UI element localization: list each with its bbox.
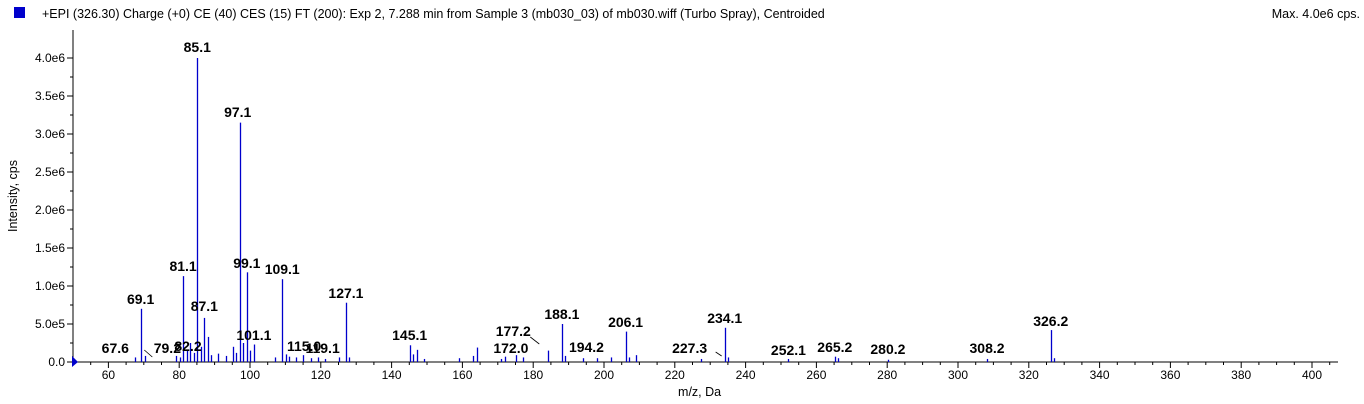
x-tick-label: 360 <box>1160 368 1180 382</box>
peak-label: 227.3 <box>672 340 707 356</box>
peak-label: 67.6 <box>102 340 129 356</box>
peak-label: 280.2 <box>870 341 905 357</box>
peak-label: 265.2 <box>817 339 852 355</box>
chart-header: +EPI (326.30) Charge (+0) CE (40) CES (1… <box>0 0 1364 28</box>
peak-label: 82.2 <box>174 338 201 354</box>
y-axis-title: Intensity, cps <box>6 160 20 232</box>
annotation-leaders <box>144 336 722 358</box>
spectrum-peaks <box>134 58 1056 362</box>
y-tick-label: 2.0e6 <box>35 203 65 217</box>
spectrum-title: +EPI (326.30) Charge (+0) CE (40) CES (1… <box>42 7 825 21</box>
x-tick-label: 100 <box>240 368 260 382</box>
peak-label: 177.2 <box>496 323 531 339</box>
peak-label: 97.1 <box>224 104 251 120</box>
x-axis-title: m/z, Da <box>678 385 721 399</box>
annotation-leader-line <box>530 336 540 345</box>
x-tick-label: 380 <box>1231 368 1251 382</box>
y-tick-label: 3.0e6 <box>35 127 65 141</box>
y-tick-label: 5.0e5 <box>35 317 65 331</box>
peak-label: 109.1 <box>265 261 300 277</box>
series-color-swatch[interactable] <box>14 7 25 18</box>
peak-label: 206.1 <box>608 314 643 330</box>
y-tick-label: 1.5e6 <box>35 241 65 255</box>
x-tick-label: 180 <box>523 368 543 382</box>
cursor-marker-icon <box>72 356 78 367</box>
x-tick-label: 280 <box>877 368 897 382</box>
peak-label: 99.1 <box>233 255 260 271</box>
peak-label: 234.1 <box>707 310 742 326</box>
x-tick-label: 60 <box>102 368 116 382</box>
y-tick-label: 4.0e6 <box>35 51 65 65</box>
y-tick-label: 1.0e6 <box>35 279 65 293</box>
peak-label: 194.2 <box>569 339 604 355</box>
peak-label: 85.1 <box>184 39 211 55</box>
max-intensity-label: Max. 4.0e6 cps. <box>1271 7 1360 21</box>
y-tick-label: 3.5e6 <box>35 89 65 103</box>
x-tick-label: 160 <box>452 368 472 382</box>
cursor-marker <box>72 356 78 367</box>
peak-label: 69.1 <box>127 291 154 307</box>
peak-label: 87.1 <box>191 298 218 314</box>
x-tick-label: 340 <box>1090 368 1110 382</box>
peak-label: 172.0 <box>493 340 528 356</box>
x-tick-label: 300 <box>948 368 968 382</box>
x-tick-label: 400 <box>1302 368 1322 382</box>
peak-label: 79.2 <box>154 340 181 356</box>
peak-label: 188.1 <box>544 306 579 322</box>
peak-label: 308.2 <box>970 340 1005 356</box>
x-tick-label: 220 <box>665 368 685 382</box>
y-tick-label: 0.0 <box>48 355 65 369</box>
x-tick-label: 80 <box>173 368 187 382</box>
annotation-leader-line <box>715 351 722 357</box>
peak-label: 101.1 <box>236 327 271 343</box>
x-tick-label: 200 <box>594 368 614 382</box>
y-tick-label: 2.5e6 <box>35 165 65 179</box>
peak-label: 145.1 <box>392 327 427 343</box>
axes: 60 80 100 120 140 160 180 200 220 240 260 280 300 320… <box>6 30 1338 399</box>
peak-label: 81.1 <box>169 258 196 274</box>
peak-label: 252.1 <box>771 342 806 358</box>
x-tick-label: 260 <box>806 368 826 382</box>
peak-label: 119.1 <box>305 340 339 356</box>
x-tick-label: 140 <box>382 368 402 382</box>
x-tick-label: 240 <box>736 368 756 382</box>
peak-label: 326.2 <box>1033 313 1068 329</box>
peak-label: 115.0 <box>287 338 321 354</box>
peak-label: 127.1 <box>328 285 363 301</box>
x-tick-label: 120 <box>311 368 331 382</box>
x-tick-label: 320 <box>1019 368 1039 382</box>
annotation-leader-line <box>144 349 153 358</box>
peak-labels: 85.1 97.1 81.1 99.1 109.1 69.1 127.1 87.1 101.1 1… <box>102 39 1069 358</box>
